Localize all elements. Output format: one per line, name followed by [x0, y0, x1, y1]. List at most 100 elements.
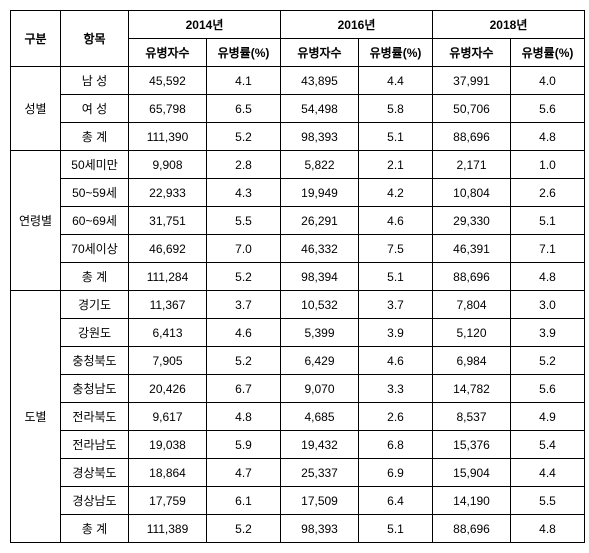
cnt-2014: 111,284	[129, 263, 207, 291]
pct-2014: 6.5	[207, 95, 281, 123]
item-label: 전라북도	[61, 403, 129, 431]
pct-2018: 5.1	[511, 207, 585, 235]
header-item: 항목	[61, 11, 129, 67]
cnt-2018: 88,696	[433, 263, 511, 291]
cnt-2014: 31,751	[129, 207, 207, 235]
cnt-2014: 11,367	[129, 291, 207, 319]
cnt-2016: 54,498	[281, 95, 359, 123]
item-label: 총 계	[61, 123, 129, 151]
table-row: 충청북도7,9055.26,4294.66,9845.2	[11, 347, 585, 375]
item-label: 전라남도	[61, 431, 129, 459]
cnt-2016: 26,291	[281, 207, 359, 235]
cnt-2016: 43,895	[281, 67, 359, 95]
pct-2014: 5.2	[207, 515, 281, 543]
cnt-2018: 88,696	[433, 123, 511, 151]
pct-2018: 5.4	[511, 431, 585, 459]
item-label: 총 계	[61, 263, 129, 291]
cnt-2018: 7,804	[433, 291, 511, 319]
pct-2014: 7.0	[207, 235, 281, 263]
cnt-2016: 5,399	[281, 319, 359, 347]
item-label: 여 성	[61, 95, 129, 123]
header-year-2014: 2014년	[129, 11, 281, 39]
cnt-2016: 25,337	[281, 459, 359, 487]
pct-2016: 6.9	[359, 459, 433, 487]
pct-2014: 4.8	[207, 403, 281, 431]
data-table: 구분 항목 2014년 2016년 2018년 유병자수 유병률(%) 유병자수…	[10, 10, 585, 543]
item-label: 70세이상	[61, 235, 129, 263]
pct-2014: 2.8	[207, 151, 281, 179]
item-label: 경기도	[61, 291, 129, 319]
item-label: 60~69세	[61, 207, 129, 235]
cnt-2014: 17,759	[129, 487, 207, 515]
pct-2014: 5.5	[207, 207, 281, 235]
pct-2018: 5.6	[511, 375, 585, 403]
pct-2014: 4.1	[207, 67, 281, 95]
table-row: 여 성65,7986.554,4985.850,7065.6	[11, 95, 585, 123]
pct-2014: 5.9	[207, 431, 281, 459]
pct-2016: 6.4	[359, 487, 433, 515]
cnt-2014: 65,798	[129, 95, 207, 123]
pct-2016: 2.6	[359, 403, 433, 431]
cnt-2018: 6,984	[433, 347, 511, 375]
item-label: 50세미만	[61, 151, 129, 179]
pct-2014: 5.2	[207, 347, 281, 375]
table-row: 60~69세31,7515.526,2914.629,3305.1	[11, 207, 585, 235]
cnt-2016: 10,532	[281, 291, 359, 319]
pct-2016: 5.1	[359, 263, 433, 291]
cnt-2018: 2,171	[433, 151, 511, 179]
group-label: 도별	[11, 291, 61, 543]
cnt-2016: 9,070	[281, 375, 359, 403]
item-label: 남 성	[61, 67, 129, 95]
item-label: 경상북도	[61, 459, 129, 487]
cnt-2014: 18,864	[129, 459, 207, 487]
header-pct: 유병률(%)	[511, 39, 585, 67]
cnt-2016: 4,685	[281, 403, 359, 431]
pct-2018: 4.9	[511, 403, 585, 431]
cnt-2014: 7,905	[129, 347, 207, 375]
table-row: 경상북도18,8644.725,3376.915,9044.4	[11, 459, 585, 487]
cnt-2016: 19,432	[281, 431, 359, 459]
pct-2016: 4.6	[359, 347, 433, 375]
cnt-2016: 98,393	[281, 515, 359, 543]
cnt-2014: 45,592	[129, 67, 207, 95]
header-cnt: 유병자수	[129, 39, 207, 67]
table-row: 도별경기도11,3673.710,5323.77,8043.0	[11, 291, 585, 319]
pct-2014: 6.1	[207, 487, 281, 515]
header-pct: 유병률(%)	[207, 39, 281, 67]
pct-2018: 3.0	[511, 291, 585, 319]
group-label: 성별	[11, 67, 61, 151]
pct-2016: 3.9	[359, 319, 433, 347]
pct-2014: 5.2	[207, 123, 281, 151]
table-row: 총 계111,3895.298,3935.188,6964.8	[11, 515, 585, 543]
table-header: 구분 항목 2014년 2016년 2018년 유병자수 유병률(%) 유병자수…	[11, 11, 585, 67]
cnt-2018: 37,991	[433, 67, 511, 95]
cnt-2018: 14,190	[433, 487, 511, 515]
pct-2018: 5.2	[511, 347, 585, 375]
table-row: 50~59세22,9334.319,9494.210,8042.6	[11, 179, 585, 207]
header-year-2018: 2018년	[433, 11, 585, 39]
header-cnt: 유병자수	[281, 39, 359, 67]
pct-2016: 4.2	[359, 179, 433, 207]
cnt-2018: 8,537	[433, 403, 511, 431]
pct-2018: 3.9	[511, 319, 585, 347]
pct-2018: 4.8	[511, 263, 585, 291]
pct-2016: 3.3	[359, 375, 433, 403]
cnt-2016: 5,822	[281, 151, 359, 179]
table-row: 총 계111,3905.298,3935.188,6964.8	[11, 123, 585, 151]
cnt-2018: 15,376	[433, 431, 511, 459]
cnt-2018: 29,330	[433, 207, 511, 235]
pct-2018: 4.0	[511, 67, 585, 95]
cnt-2016: 98,393	[281, 123, 359, 151]
pct-2014: 4.3	[207, 179, 281, 207]
table-row: 총 계111,2845.298,3945.188,6964.8	[11, 263, 585, 291]
item-label: 50~59세	[61, 179, 129, 207]
cnt-2018: 15,904	[433, 459, 511, 487]
cnt-2018: 88,696	[433, 515, 511, 543]
cnt-2016: 46,332	[281, 235, 359, 263]
cnt-2014: 46,692	[129, 235, 207, 263]
table-row: 경상남도17,7596.117,5096.414,1905.5	[11, 487, 585, 515]
pct-2016: 7.5	[359, 235, 433, 263]
pct-2018: 5.5	[511, 487, 585, 515]
pct-2014: 4.7	[207, 459, 281, 487]
cnt-2014: 111,389	[129, 515, 207, 543]
